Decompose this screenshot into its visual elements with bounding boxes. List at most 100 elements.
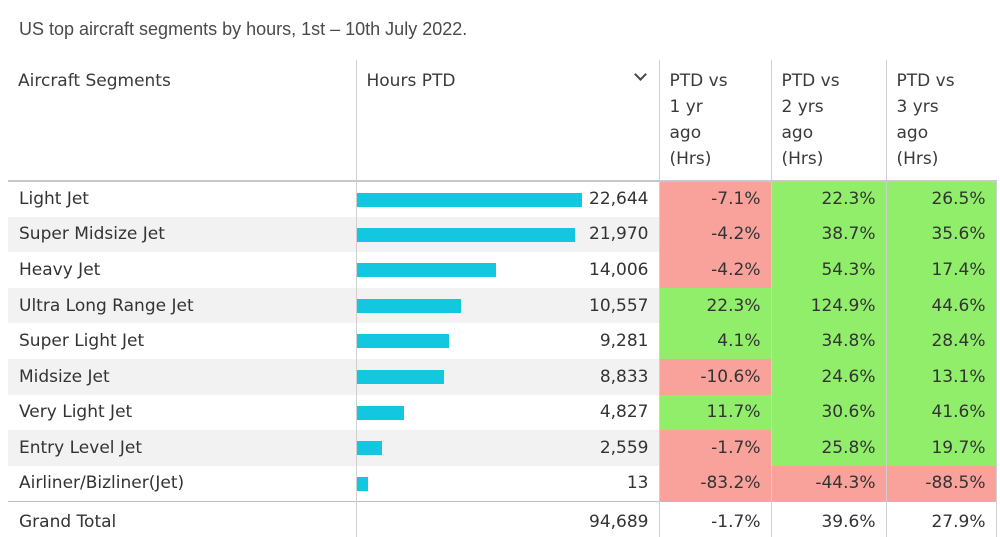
segment-name: Very Light Jet xyxy=(8,394,357,431)
grand-total-vs3: 27.9% xyxy=(886,500,997,537)
hours-cell: 8,833 xyxy=(356,358,660,395)
pct-cell-vs2: 30.6% xyxy=(771,394,887,431)
hours-bar xyxy=(356,193,582,207)
pct-cell-vs1: -4.2% xyxy=(659,252,772,288)
header-row: Aircraft Segments Hours PTD PTD vs 1 yr … xyxy=(8,60,996,182)
hours-bar xyxy=(356,334,449,349)
pct-cell-vs3: 41.6% xyxy=(886,394,997,431)
segment-name: Light Jet xyxy=(8,180,357,217)
hours-bar xyxy=(356,227,575,242)
pct-cell-vs1: 11.7% xyxy=(659,394,772,431)
header-vs2-line: ago xyxy=(781,123,814,143)
header-vs2-line: PTD vs xyxy=(781,71,840,91)
header-vs3: PTD vs 3 yrs ago (Hrs) xyxy=(885,60,996,182)
pct-cell-vs3: 19.7% xyxy=(886,430,997,466)
header-vs2-line: (Hrs) xyxy=(781,149,824,169)
header-vs3-line: 3 yrs xyxy=(896,97,939,117)
hours-value: 10,557 xyxy=(589,295,649,316)
table-row: Light Jet 22,644 -7.1% 22.3% 26.5% xyxy=(8,180,997,217)
hours-bar xyxy=(356,263,496,278)
header-vs1-line: ago xyxy=(669,123,702,143)
table-row: Super Light Jet 9,281 4.1% 34.8% 28.4% xyxy=(8,323,997,359)
pct-cell-vs3: 35.6% xyxy=(886,216,997,253)
pct-cell-vs2: 22.3% xyxy=(771,180,887,217)
hours-bar xyxy=(356,369,445,384)
hours-cell: 9,281 xyxy=(356,323,660,359)
table-body: Light Jet 22,644 -7.1% 22.3% 26.5% Super Mids… xyxy=(8,180,997,502)
chevron-down-icon[interactable] xyxy=(633,68,647,81)
header-vs3-line: PTD vs xyxy=(896,71,955,91)
pct-cell-vs2: 34.8% xyxy=(771,323,887,359)
segment-name: Heavy Jet xyxy=(8,252,357,288)
segment-name: Super Light Jet xyxy=(8,323,357,359)
pct-cell-vs1: 4.1% xyxy=(659,323,772,359)
header-vs1: PTD vs 1 yr ago (Hrs) xyxy=(658,60,771,182)
table-row: Super Midsize Jet 21,970 -4.2% 38.7% 35.6% xyxy=(8,216,997,253)
table-row: Entry Level Jet 2,559 -1.7% 25.8% 19.7% xyxy=(8,430,997,466)
pct-cell-vs2: 24.6% xyxy=(771,358,887,395)
table-row: Ultra Long Range Jet 10,557 22.3% 124.9% 44.… xyxy=(8,287,997,324)
header-hours[interactable]: Hours PTD xyxy=(355,60,659,182)
hours-bar xyxy=(356,441,382,456)
hours-cell: 21,970 xyxy=(356,216,660,253)
grand-total-vs1: -1.7% xyxy=(659,500,772,537)
pct-cell-vs2: 54.3% xyxy=(771,252,887,288)
table-row: Midsize Jet 8,833 -10.6% 24.6% 13.1% xyxy=(8,358,997,395)
segment-name: Entry Level Jet xyxy=(8,430,357,466)
pct-cell-vs2: 38.7% xyxy=(771,216,887,253)
hours-value: 21,970 xyxy=(589,224,649,245)
hours-bar xyxy=(356,476,368,491)
segments-table: Aircraft Segments Hours PTD PTD vs 1 yr … xyxy=(8,60,997,537)
pct-cell-vs1: -4.2% xyxy=(659,216,772,253)
chart-title: US top aircraft segments by hours, 1st –… xyxy=(19,19,468,39)
hours-value: 2,559 xyxy=(599,437,649,458)
hours-cell: 22,644 xyxy=(356,180,660,217)
header-vs3-line: (Hrs) xyxy=(896,149,939,169)
pct-cell-vs2: -44.3% xyxy=(771,465,887,502)
table-row: Heavy Jet 14,006 -4.2% 54.3% 17.4% xyxy=(8,252,997,288)
header-hours-label: Hours PTD xyxy=(366,71,456,91)
hours-cell: 4,827 xyxy=(356,394,660,431)
pct-cell-vs3: 28.4% xyxy=(886,323,997,359)
hours-bar xyxy=(356,405,405,420)
table-row: Airliner/Bizliner(Jet) 13 -83.2% -44.3% -88.… xyxy=(8,465,997,502)
hours-cell: 2,559 xyxy=(356,430,660,466)
header-vs1-line: 1 yr xyxy=(669,97,703,117)
header-segments: Aircraft Segments xyxy=(8,60,356,182)
hours-cell: 14,006 xyxy=(356,252,660,288)
pct-cell-vs3: 17.4% xyxy=(886,252,997,288)
hours-cell: 13 xyxy=(356,465,660,502)
segment-name: Midsize Jet xyxy=(8,358,357,395)
hours-value: 4,827 xyxy=(599,402,649,423)
grand-total-label: Grand Total xyxy=(8,500,357,537)
table-row: Very Light Jet 4,827 11.7% 30.6% 41.6% xyxy=(8,394,997,431)
header-vs1-line: (Hrs) xyxy=(669,149,712,169)
pct-cell-vs1: -83.2% xyxy=(659,465,772,502)
hours-value: 13 xyxy=(626,473,649,494)
hours-value: 9,281 xyxy=(599,331,649,352)
pct-cell-vs3: 26.5% xyxy=(886,180,997,217)
grand-total-row: Grand Total 94,689 -1.7% 39.6% 27.9% xyxy=(8,500,997,537)
header-vs2-line: 2 yrs xyxy=(781,97,824,117)
hours-value: 14,006 xyxy=(589,259,649,280)
segment-name: Ultra Long Range Jet xyxy=(8,287,357,324)
pct-cell-vs3: -88.5% xyxy=(886,465,997,502)
pct-cell-vs1: -7.1% xyxy=(659,180,772,217)
pct-cell-vs3: 44.6% xyxy=(886,287,997,324)
header-vs1-line: PTD vs xyxy=(669,71,728,91)
grand-total-vs2: 39.6% xyxy=(771,500,887,537)
hours-value: 8,833 xyxy=(599,366,649,387)
grand-total-hours: 94,689 xyxy=(356,500,660,537)
segment-name: Airliner/Bizliner(Jet) xyxy=(8,465,357,502)
pct-cell-vs2: 25.8% xyxy=(771,430,887,466)
segment-name: Super Midsize Jet xyxy=(8,216,357,253)
header-vs2: PTD vs 2 yrs ago (Hrs) xyxy=(770,60,886,182)
pct-cell-vs1: 22.3% xyxy=(659,287,772,324)
pct-cell-vs1: -10.6% xyxy=(659,358,772,395)
pct-cell-vs1: -1.7% xyxy=(659,430,772,466)
hours-value: 22,644 xyxy=(589,189,649,210)
hours-cell: 10,557 xyxy=(356,287,660,324)
pct-cell-vs2: 124.9% xyxy=(771,287,887,324)
header-vs3-line: ago xyxy=(896,123,929,143)
pct-cell-vs3: 13.1% xyxy=(886,358,997,395)
